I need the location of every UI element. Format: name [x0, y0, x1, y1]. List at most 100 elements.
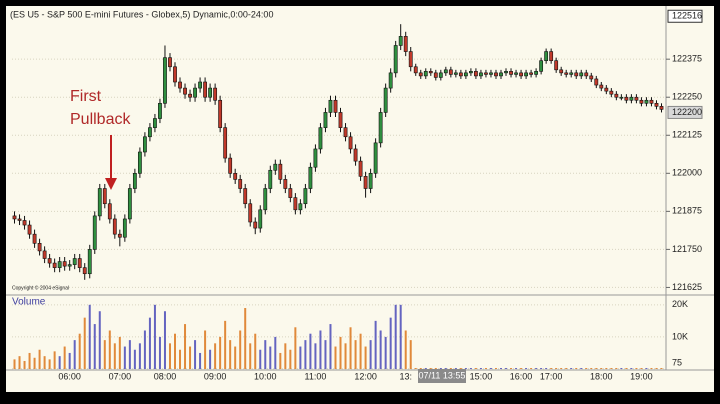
annotation: Pullback [70, 111, 131, 128]
volume-bar [610, 368, 613, 369]
volume-bar [264, 340, 267, 369]
volume-bar [429, 368, 432, 369]
volume-bar [103, 340, 106, 369]
volume-bar [630, 368, 633, 369]
x-tick-label: 17:00 [540, 371, 563, 381]
y-tick-label: 122250 [672, 92, 702, 102]
candle-body [579, 72, 584, 77]
volume-bar [660, 368, 663, 369]
candle-body [408, 51, 413, 68]
volume-bar [148, 317, 151, 369]
candle-body [494, 72, 498, 77]
x-tick-label: 06:00 [58, 371, 81, 381]
volume-bar [560, 368, 563, 369]
price-box-label: 122200 [672, 107, 702, 117]
volume-bar [540, 368, 543, 369]
candle-body [489, 72, 493, 75]
volume-tick-label: 20K [672, 299, 688, 309]
volume-bar [459, 368, 462, 369]
candle-body [629, 96, 634, 101]
candle-body [544, 51, 549, 61]
candle-body [253, 221, 258, 229]
candle-body [137, 151, 142, 174]
candle-body [127, 188, 132, 220]
volume-bar [444, 368, 447, 369]
candle-body [223, 127, 228, 159]
candle-body [418, 72, 423, 77]
volume-bar [494, 368, 497, 369]
volume-bar [640, 368, 643, 369]
candle-body [484, 72, 488, 75]
volume-bar [269, 346, 272, 369]
volume-bar [469, 368, 472, 369]
volume-bar [304, 340, 307, 369]
candle-body [619, 96, 624, 99]
volume-bar [550, 368, 553, 369]
candle-body [143, 136, 147, 153]
candle-body [193, 87, 197, 98]
volume-bar [73, 340, 76, 369]
cursor-label: 07/11 13:55 [419, 370, 466, 380]
volume-bar [78, 333, 81, 369]
volume-bar [199, 352, 202, 369]
candle-body [348, 136, 353, 150]
candle-body [22, 220, 27, 226]
volume-bar [409, 340, 412, 369]
candle-body [117, 233, 122, 238]
annotation-arrowhead [105, 178, 117, 190]
y-tick-label: 121625 [672, 282, 702, 292]
candle-body [479, 72, 483, 77]
candle-body [97, 188, 102, 217]
candle-body [17, 218, 22, 221]
volume-bar [575, 368, 578, 369]
candle-body [72, 258, 77, 265]
candle-body [203, 81, 207, 98]
candle-body [42, 250, 47, 259]
candle-body [504, 71, 508, 74]
candle-body [163, 57, 167, 104]
volume-bar [68, 352, 71, 369]
x-tick-label: 19:00 [630, 371, 653, 381]
volume-bar [224, 320, 227, 369]
candle-body [52, 262, 57, 268]
candle-body [569, 72, 574, 75]
volume-bar [43, 356, 46, 369]
volume-bar [163, 311, 166, 369]
candle-body [443, 69, 448, 74]
x-tick-label: 13: [399, 371, 412, 381]
volume-bar [58, 356, 61, 369]
volume-bar [38, 349, 41, 369]
candle-body [228, 157, 233, 174]
volume-bar [289, 349, 292, 369]
volume-bar [489, 368, 492, 369]
volume-bar [505, 368, 508, 369]
candle-body [208, 87, 213, 98]
candle-body [594, 78, 599, 86]
volume-bar [249, 343, 252, 369]
chart-title: (ES U5 - S&P 500 E-mini Futures - Globex… [10, 9, 273, 19]
volume-bar [389, 317, 392, 369]
volume-bar [595, 368, 598, 369]
chart-background [6, 6, 714, 392]
volume-bar [399, 304, 402, 369]
volume-bar [28, 352, 31, 369]
candle-body [87, 249, 92, 275]
volume-bar [244, 308, 247, 369]
candle-body [308, 166, 313, 189]
volume-bar [620, 368, 623, 369]
volume-bar [535, 368, 538, 369]
candle-body [564, 72, 569, 75]
x-tick-label: 12:00 [354, 371, 377, 381]
candle-body [107, 203, 112, 220]
candle-body [323, 112, 328, 128]
candle-body [358, 160, 363, 177]
volume-bar [414, 368, 417, 369]
candle-body [373, 142, 378, 174]
volume-bar [555, 368, 558, 369]
candle-body [554, 60, 559, 71]
candle-body [278, 163, 283, 180]
candle-body [82, 267, 87, 275]
volume-bar [219, 336, 222, 369]
